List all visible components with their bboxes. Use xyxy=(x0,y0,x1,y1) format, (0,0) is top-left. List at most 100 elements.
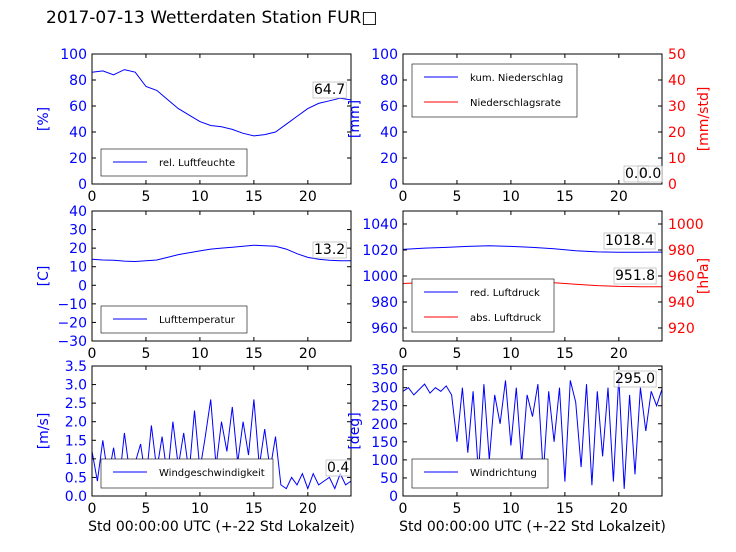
y-tick-label: 1020 xyxy=(362,243,398,259)
x-tick-label: 20 xyxy=(610,501,628,517)
legend: red. Luftdruck abs. Luftdruck xyxy=(411,278,555,333)
value-annotation-box xyxy=(637,165,663,183)
y-axis-label: [deg] xyxy=(347,412,363,449)
x-axis-label: Std 00:00:00 UTC (+-22 Std Lokalzeit) xyxy=(88,519,355,535)
x-tick-label: 20 xyxy=(299,189,317,205)
legend-entry: Niederschlagsrate xyxy=(470,98,561,109)
x-tick-label: 0 xyxy=(399,346,408,362)
x-tick-label: 15 xyxy=(245,346,263,362)
y-tick-label: −30 xyxy=(57,334,87,350)
legend-entry: kum. Niederschlag xyxy=(470,73,563,84)
x-tick-label: 15 xyxy=(245,501,263,517)
x-tick-label: 5 xyxy=(141,189,150,205)
x-tick-label: 0 xyxy=(88,189,97,205)
value-annotation: 64.7 xyxy=(314,82,345,98)
x-tick-label: 0 xyxy=(88,501,97,517)
legend: Windgeschwindigkeit xyxy=(100,458,274,489)
y-tick-label: 1040 xyxy=(362,217,398,233)
y2-tick-label: 30 xyxy=(668,99,686,115)
legend: Windrichtung xyxy=(411,458,549,489)
x-tick-label: 5 xyxy=(452,189,461,205)
y-tick-label: 1000 xyxy=(362,269,398,285)
value-annotation-box xyxy=(325,459,351,477)
y-tick-label: 0 xyxy=(78,278,87,294)
plot-frame xyxy=(91,53,352,185)
y-axis-label: [mm] xyxy=(347,100,363,138)
y-tick-label: 0 xyxy=(389,177,398,193)
y-tick-label: −20 xyxy=(57,315,87,331)
value-annotation: 1018.4 xyxy=(605,233,654,249)
y-tick-label: 250 xyxy=(371,399,398,415)
y-tick-label: 20 xyxy=(380,151,398,167)
x-tick-label: 20 xyxy=(610,189,628,205)
y-tick-label: −10 xyxy=(57,297,87,313)
figure-title: 2017-07-13 Wetterdaten Station FUR□ xyxy=(46,8,378,28)
value-annotation: 13.2 xyxy=(314,242,345,258)
y-tick-label: 980 xyxy=(371,295,398,311)
plot-frame xyxy=(91,210,352,342)
panel-temperature: 0 5 10 15 20 −30 −20 −10 0 10 20 30 40 [C] Lufttempera… xyxy=(36,204,352,362)
panel-pressure: 0 5 10 15 20 960 980 1000 1020 1040 920 940 960 980 10… xyxy=(362,210,712,362)
y2-tick-label: 960 xyxy=(668,269,695,285)
x-tick-label: 20 xyxy=(610,346,628,362)
y-tick-label: 2.0 xyxy=(65,415,87,431)
x-tick-label: 15 xyxy=(556,189,574,205)
y-tick-label: 100 xyxy=(60,47,87,63)
y-tick-label: 0.5 xyxy=(65,470,87,486)
y-tick-label: 60 xyxy=(380,99,398,115)
y-tick-label: 10 xyxy=(69,260,87,276)
y-tick-label: 20 xyxy=(69,241,87,257)
x-tick-label: 20 xyxy=(299,501,317,517)
legend-entry: Windrichtung xyxy=(470,468,537,479)
x-tick-label: 10 xyxy=(191,189,209,205)
legend-entry: Lufttemperatur xyxy=(159,315,236,326)
y-tick-label: 100 xyxy=(371,453,398,469)
y2-tick-label: 0 xyxy=(668,177,677,193)
x-tick-label: 5 xyxy=(141,346,150,362)
value-annotation: 0.0 xyxy=(639,166,661,182)
series-line-humidity-0 xyxy=(91,69,352,137)
value-annotation: 0.4 xyxy=(327,460,349,476)
y2-tick-label: 10 xyxy=(668,151,686,167)
y-tick-label: 60 xyxy=(69,99,87,115)
y-tick-label: 40 xyxy=(69,204,87,220)
x-tick-label: 5 xyxy=(141,501,150,517)
legend-entry: red. Luftdruck xyxy=(470,288,540,299)
x-tick-label: 10 xyxy=(191,346,209,362)
y-tick-label: 960 xyxy=(371,321,398,337)
legend-box xyxy=(411,278,555,333)
y-axis-label: [m/s] xyxy=(36,413,52,450)
y-tick-label: 350 xyxy=(371,363,398,379)
y-tick-label: 20 xyxy=(69,151,87,167)
legend-box xyxy=(100,458,274,489)
value-annotation-box xyxy=(613,370,657,388)
y-tick-label: 3.0 xyxy=(65,378,87,394)
y-tick-label: 150 xyxy=(371,435,398,451)
x-tick-label: 15 xyxy=(556,346,574,362)
y-tick-label: 3.5 xyxy=(65,359,87,375)
x-tick-label: 5 xyxy=(452,346,461,362)
x-tick-label: 10 xyxy=(502,346,520,362)
y-tick-label: 2.5 xyxy=(65,396,87,412)
y2-tick-label: 20 xyxy=(668,125,686,141)
plot-frame xyxy=(402,365,663,497)
value-annotation-box xyxy=(603,232,656,250)
value-annotation-box xyxy=(613,267,657,285)
x-tick-label: 15 xyxy=(245,189,263,205)
y-tick-label: 0 xyxy=(78,177,87,193)
y2-tick-label: 980 xyxy=(668,243,695,259)
x-tick-label: 20 xyxy=(299,346,317,362)
y2-tick-label: 1000 xyxy=(668,217,704,233)
y2-axis-label: [mm/std] xyxy=(696,87,712,152)
y-tick-label: 80 xyxy=(380,73,398,89)
y2-axis-label: [hPa] xyxy=(696,258,712,294)
x-tick-label: 0 xyxy=(88,346,97,362)
series-line-temperature-0 xyxy=(91,244,351,263)
value-annotation: 295.0 xyxy=(615,371,655,387)
y-tick-label: 1.5 xyxy=(65,433,87,449)
legend-box xyxy=(411,63,578,118)
value-annotation-box xyxy=(312,81,347,99)
x-tick-label: 5 xyxy=(452,501,461,517)
legend: rel. Luftfeuchte xyxy=(100,148,248,177)
